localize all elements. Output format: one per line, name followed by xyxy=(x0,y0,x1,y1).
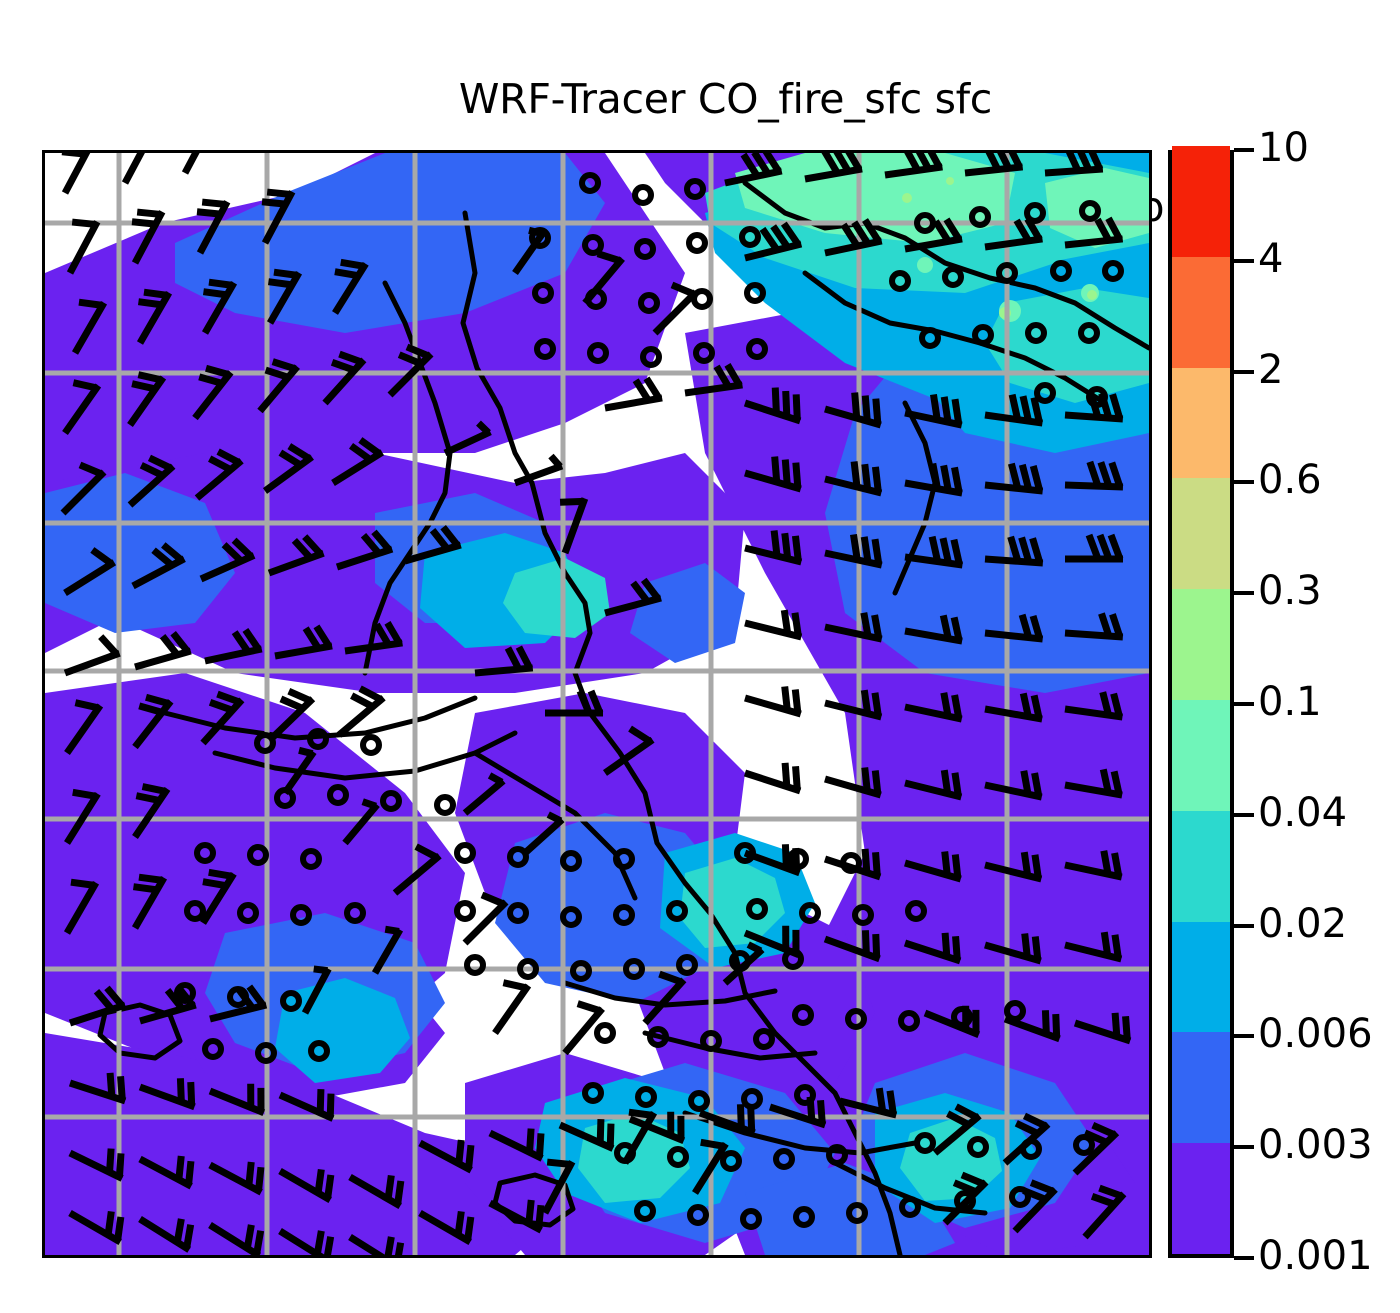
title-line-1: WRF-Tracer CO_fire_sfc sfc xyxy=(458,75,993,123)
colorbar-band-0.3-0.6 xyxy=(1172,478,1230,590)
colorbar-band-0.04-0.1 xyxy=(1172,700,1230,811)
colorbar-tick-0.3 xyxy=(1234,591,1254,596)
colorbar-tick-0.6 xyxy=(1234,480,1254,485)
colorbar-label-0.3: 0.3 xyxy=(1258,568,1322,615)
latlon-grid xyxy=(45,153,1149,1255)
colorbar-label-0.02: 0.02 xyxy=(1258,900,1348,947)
colorbar-tick-0.006 xyxy=(1234,1034,1254,1039)
map-canvas xyxy=(45,153,1149,1255)
colorbar-label-0.6: 0.6 xyxy=(1258,457,1322,504)
colorbar-label-0.1: 0.1 xyxy=(1258,679,1322,725)
colorbar-label-0.003: 0.003 xyxy=(1258,1122,1373,1169)
colorbar-tick-0.04 xyxy=(1234,812,1254,817)
colorbar-tick-2 xyxy=(1234,369,1254,374)
colorbar-label-0.001: 0.001 xyxy=(1258,1233,1373,1279)
colorbar-band-4-10 xyxy=(1172,146,1230,257)
colorbar-label-4: 4 xyxy=(1258,235,1284,282)
colorbar-tick-10 xyxy=(1234,148,1254,152)
colorbar[interactable] xyxy=(1168,146,1234,1258)
colorbar-band-0.006-0.02 xyxy=(1172,921,1230,1033)
colorbar-band-2-4 xyxy=(1172,256,1230,368)
colorbar-band-0.02-0.04 xyxy=(1172,810,1230,922)
colorbar-band-0.6-2 xyxy=(1172,367,1230,479)
colorbar-label-10: 10 xyxy=(1258,125,1309,171)
colorbar-band-0.1-0.3 xyxy=(1172,589,1230,700)
colorbar-tick-4 xyxy=(1234,258,1254,263)
colorbar-band-0.001-0.003 xyxy=(1172,1143,1230,1254)
map-plot-area[interactable] xyxy=(42,150,1152,1258)
colorbar-band-0.003-0.006 xyxy=(1172,1032,1230,1144)
colorbar-label-2: 2 xyxy=(1258,346,1284,393)
colorbar-tick-0.003 xyxy=(1234,1145,1254,1150)
colorbar-tick-0.1 xyxy=(1234,702,1254,706)
colorbar-tick-0.001 xyxy=(1234,1256,1254,1260)
colorbar-label-0.04: 0.04 xyxy=(1258,789,1348,836)
colorbar-label-0.006: 0.006 xyxy=(1258,1011,1373,1058)
colorbar-tick-0.02 xyxy=(1234,923,1254,928)
contour-field xyxy=(45,153,1149,1255)
